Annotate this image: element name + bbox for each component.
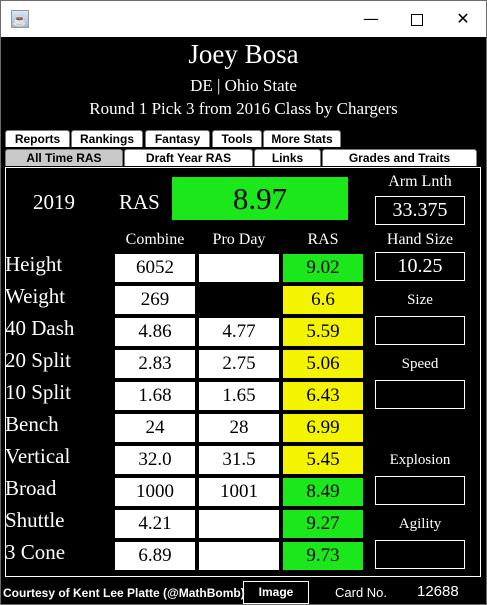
pro-day-empty bbox=[198, 285, 280, 315]
ras-value: 8.49 bbox=[282, 477, 364, 507]
row-label: Shuttle bbox=[5, 508, 65, 532]
player-draft-info: Round 1 Pick 3 from 2016 Class by Charge… bbox=[89, 99, 398, 118]
grade-value bbox=[375, 316, 465, 345]
row-label: 40 Dash bbox=[5, 316, 75, 340]
row-label: 20 Split bbox=[5, 348, 71, 372]
row-label: Bench bbox=[5, 412, 59, 436]
column-header-combine: Combine bbox=[125, 231, 185, 248]
title-bar: ☕ — ✕ bbox=[1, 1, 486, 37]
row-label: Broad bbox=[5, 476, 57, 500]
combine-value: 4.21 bbox=[114, 509, 196, 539]
combine-value: 6.89 bbox=[114, 541, 196, 571]
grade-value bbox=[375, 476, 465, 505]
pro-day-value: 1.65 bbox=[198, 381, 280, 411]
row-label: 10 Split bbox=[5, 380, 71, 404]
combine-value: 2.83 bbox=[114, 349, 196, 379]
column-header-ras: RAS bbox=[307, 231, 339, 248]
pro-day-empty bbox=[198, 541, 280, 571]
ras-score: 8.97 bbox=[171, 176, 349, 221]
player-name: Joey Bosa bbox=[188, 39, 299, 69]
tab-reports[interactable]: Reports bbox=[5, 130, 70, 147]
tab-more-stats[interactable]: More Stats bbox=[263, 130, 341, 147]
grade-label: Explosion bbox=[389, 452, 451, 468]
hand-size-label: Hand Size bbox=[386, 231, 454, 248]
combine-value: 1000 bbox=[114, 477, 196, 507]
ras-label: RAS bbox=[119, 190, 160, 214]
grade-label: Size bbox=[407, 292, 433, 308]
pro-day-value: 28 bbox=[198, 413, 280, 443]
arm-length-value: 33.375 bbox=[375, 196, 465, 225]
pro-day-empty bbox=[198, 509, 280, 539]
combine-value: 4.86 bbox=[114, 317, 196, 347]
card-number-value: 12688 bbox=[417, 583, 459, 600]
combine-value: 32.0 bbox=[114, 445, 196, 475]
tab-tools[interactable]: Tools bbox=[212, 130, 262, 147]
pro-day-value: 31.5 bbox=[198, 445, 280, 475]
player-position-school: DE | Ohio State bbox=[190, 76, 297, 95]
pro-day-value: 2.75 bbox=[198, 349, 280, 379]
row-label: Vertical bbox=[5, 444, 71, 468]
combine-value: 1.68 bbox=[114, 381, 196, 411]
grade-value bbox=[375, 380, 465, 409]
tab-links[interactable]: Links bbox=[254, 149, 321, 166]
row-label: Height bbox=[5, 252, 63, 276]
credit-text: Courtesy of Kent Lee Platte (@MathBomb) bbox=[3, 586, 245, 600]
row-label: 3 Cone bbox=[5, 540, 66, 564]
hand-size-value: 10.25 bbox=[375, 252, 465, 281]
combine-value: 269 bbox=[114, 285, 196, 315]
close-button[interactable]: ✕ bbox=[456, 9, 470, 28]
pro-day-empty bbox=[198, 253, 280, 283]
ras-panel bbox=[5, 167, 481, 577]
image-button[interactable]: Image bbox=[243, 581, 309, 604]
ras-value: 5.06 bbox=[282, 349, 364, 379]
ras-year: 2019 bbox=[33, 190, 75, 214]
java-cup-icon[interactable]: ☕ bbox=[11, 10, 29, 28]
maximize-icon bbox=[411, 13, 423, 26]
card-number-label: Card No. bbox=[335, 585, 388, 600]
pro-day-value: 4.77 bbox=[198, 317, 280, 347]
ras-value: 9.73 bbox=[282, 541, 364, 571]
grade-label: Speed bbox=[401, 356, 439, 372]
tab-grades-and-traits[interactable]: Grades and Traits bbox=[322, 149, 477, 166]
tab-draft-year-ras[interactable]: Draft Year RAS bbox=[124, 149, 253, 166]
ras-value: 5.59 bbox=[282, 317, 364, 347]
combine-value: 24 bbox=[114, 413, 196, 443]
ras-value: 9.02 bbox=[282, 253, 364, 283]
ras-value: 5.45 bbox=[282, 445, 364, 475]
column-header-pro-day: Pro Day bbox=[212, 231, 266, 248]
arm-length-label: Arm Lnth bbox=[388, 173, 452, 190]
grade-label: Agility bbox=[398, 516, 442, 532]
minimize-button[interactable]: — bbox=[363, 9, 379, 28]
ras-value: 6.43 bbox=[282, 381, 364, 411]
maximize-button[interactable] bbox=[394, 1, 440, 37]
row-label: Weight bbox=[5, 284, 66, 308]
ras-value: 9.27 bbox=[282, 509, 364, 539]
tab-all-time-ras[interactable]: All Time RAS bbox=[5, 149, 123, 166]
combine-value: 6052 bbox=[114, 253, 196, 283]
grade-value bbox=[375, 540, 465, 569]
pro-day-value: 1001 bbox=[198, 477, 280, 507]
tab-fantasy[interactable]: Fantasy bbox=[145, 130, 210, 147]
ras-value: 6.6 bbox=[282, 285, 364, 315]
ras-value: 6.99 bbox=[282, 413, 364, 443]
tab-rankings[interactable]: Rankings bbox=[71, 130, 143, 147]
